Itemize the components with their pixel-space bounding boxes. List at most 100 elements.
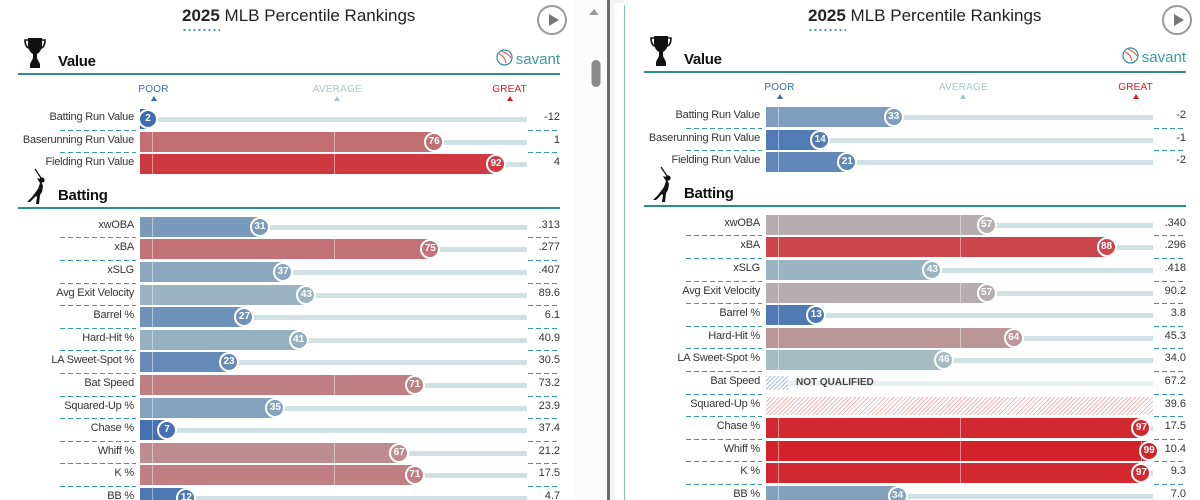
- metric-row[interactable]: BB % 12 4.7: [107, 488, 560, 500]
- scroll-up-arrow-icon[interactable]: [589, 9, 599, 15]
- metric-row[interactable]: LA Sweet-Spot % 23 30.5: [51, 352, 560, 373]
- percentile-bar: [140, 488, 187, 500]
- metric-row[interactable]: Baserunning Run Value 14 -1: [649, 129, 1186, 150]
- scale-text: GREAT: [1118, 82, 1153, 93]
- play-button[interactable]: [537, 5, 567, 35]
- metric-value: .407: [538, 264, 560, 276]
- savant-logo-link[interactable]: savant: [496, 49, 560, 70]
- metric-row[interactable]: K % 97 9.3: [740, 463, 1186, 484]
- metric-row[interactable]: Barrel % 27 6.1: [93, 307, 560, 328]
- metric-value: 73.2: [538, 377, 560, 389]
- row-separator: [686, 235, 762, 237]
- metric-value: 39.6: [1164, 397, 1186, 410]
- row-separator: [686, 348, 762, 350]
- scrollbar[interactable]: [575, 0, 612, 500]
- gridline: [333, 442, 335, 463]
- gridline: [959, 418, 961, 439]
- gridline: [333, 465, 335, 486]
- percentile-bar: [140, 154, 497, 175]
- row-separator: [60, 129, 136, 131]
- scale-label-great: GREAT: [480, 84, 540, 101]
- metric-row[interactable]: BB % 34 7.0: [733, 486, 1186, 500]
- scrollbar-thumb[interactable]: [591, 60, 601, 87]
- percentile-track: [766, 115, 1153, 120]
- metric-row[interactable]: Bat Speed 71 73.2: [84, 375, 560, 395]
- metric-row[interactable]: LA Sweet-Spot % 46 34.0: [677, 350, 1186, 371]
- row-separator: [1154, 461, 1186, 463]
- row-separator: [1154, 371, 1186, 372]
- scale-label-great: GREAT: [1106, 82, 1166, 99]
- metric-value: .313: [538, 218, 560, 231]
- metric-row[interactable]: Baserunning Run Value 76 1: [23, 131, 560, 152]
- metric-row[interactable]: xBA 88 .296: [740, 237, 1186, 258]
- split-divider[interactable]: [607, 0, 610, 500]
- percentile-panel-right: 2025 MLB Percentile Rankings Value savant P…: [624, 0, 1200, 500]
- gridline: [151, 307, 153, 328]
- metric-label: Baserunning Run Value: [22, 133, 134, 146]
- metric-row[interactable]: Bat Speed NOT QUALIFIED 67.2: [710, 373, 1186, 393]
- metric-row[interactable]: xwOBA 57 .340: [724, 214, 1186, 235]
- metric-value: 30.5: [538, 354, 560, 367]
- percentile-bubble: 71: [404, 465, 425, 486]
- metric-row[interactable]: Hard-Hit % 41 40.9: [82, 329, 560, 350]
- metric-value: 90.2: [1164, 284, 1186, 297]
- title-year: 2025: [182, 6, 220, 25]
- metric-value: .296: [1164, 239, 1186, 252]
- metric-row[interactable]: Avg Exit Velocity 57 90.2: [682, 282, 1186, 303]
- metric-row[interactable]: Fielding Run Value 92 4: [45, 154, 560, 175]
- percentile-bar: [140, 216, 260, 237]
- percentile-bubble: 76: [424, 131, 445, 152]
- metric-row[interactable]: Fielding Run Value 21 -2: [671, 152, 1186, 173]
- metric-row[interactable]: Whiff % 99 10.4: [724, 440, 1186, 461]
- metric-row[interactable]: Barrel % 13 3.8: [719, 305, 1186, 326]
- row-separator: [60, 418, 136, 420]
- percentile-bubble: 92: [486, 154, 507, 175]
- percentile-bar: [766, 327, 1014, 348]
- metric-row[interactable]: Hard-Hit % 64 45.3: [708, 327, 1186, 348]
- metric-label: K %: [740, 465, 760, 478]
- gridline: [777, 152, 779, 173]
- row-separator: [528, 305, 560, 307]
- gridline: [959, 282, 961, 303]
- metric-row[interactable]: Batting Run Value 2 -12: [50, 109, 560, 129]
- metric-row[interactable]: Chase % 97 17.5: [717, 418, 1186, 439]
- metric-label: Chase %: [90, 422, 134, 435]
- metric-row[interactable]: Whiff % 67 21.2: [98, 442, 560, 463]
- metric-row[interactable]: xBA 75 .277: [114, 239, 560, 260]
- percentile-bar: [766, 260, 933, 280]
- section-title: Batting: [58, 186, 108, 204]
- percentile-track: [140, 117, 527, 122]
- metric-label: Hard-Hit %: [708, 329, 760, 342]
- percentile-bubble: 97: [1131, 418, 1152, 439]
- metric-row[interactable]: Avg Exit Velocity 43 89.6: [56, 284, 560, 305]
- row-separator: [686, 438, 762, 440]
- metric-row[interactable]: Chase % 7 37.4: [91, 420, 560, 441]
- metric-value: .340: [1164, 216, 1186, 229]
- baseball-icon: [496, 49, 513, 70]
- metric-row[interactable]: xSLG 37 .407: [107, 262, 560, 282]
- row-separator: [60, 152, 136, 154]
- gridline: [333, 131, 335, 152]
- row-separator: [60, 486, 136, 487]
- metric-label: Fielding Run Value: [671, 154, 760, 167]
- row-separator: [528, 327, 560, 329]
- metric-row[interactable]: xSLG 43 .418: [733, 260, 1186, 280]
- percentile-track: [140, 292, 527, 298]
- metric-row[interactable]: xwOBA 31 .313: [98, 216, 560, 237]
- metric-row[interactable]: Squared-Up % 35 23.9: [64, 397, 560, 418]
- metric-row[interactable]: K % 71 17.5: [114, 465, 560, 486]
- row-separator: [60, 350, 136, 352]
- savant-logo-link[interactable]: savant: [1122, 47, 1186, 68]
- metric-row[interactable]: Batting Run Value 33 -2: [676, 107, 1186, 127]
- metric-label: LA Sweet-Spot %: [677, 352, 760, 365]
- metric-value: 3.8: [1170, 307, 1186, 320]
- play-button[interactable]: [1162, 5, 1192, 35]
- percentile-bubble: 64: [1003, 327, 1024, 348]
- percentile-track: [140, 428, 527, 434]
- metric-row[interactable]: Squared-Up % 39.6: [690, 396, 1186, 416]
- metric-label: BB %: [107, 490, 134, 500]
- gridline: [777, 214, 779, 235]
- row-separator: [528, 486, 560, 487]
- gridline: [151, 154, 153, 175]
- percentile-bubble: 34: [887, 486, 908, 500]
